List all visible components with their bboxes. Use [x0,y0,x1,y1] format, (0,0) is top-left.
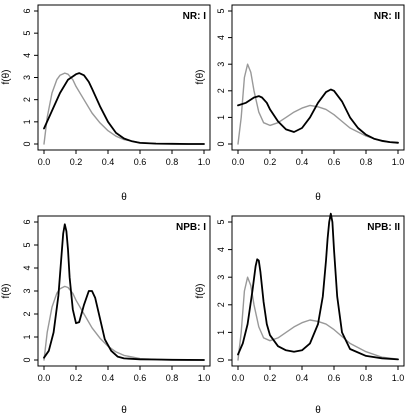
axis-ticks: 0.0 0.2 0.4 0.6 0.8 1.0 0 1 2 3 4 5 6 [22,8,210,167]
x-tick-label: 0.6 [328,157,341,167]
series-line-black [237,88,399,144]
series-layer [43,72,205,145]
chart-panel-npb-ii: NPB: II 0.0 0.2 0.4 0.6 0.8 1.0 0 1 2 3 4 5 θ f(θ) [195,212,405,416]
y-tick-label: 6 [22,219,32,224]
axis-ticks: 0.0 0.2 0.4 0.6 0.8 1.0 0 1 2 3 4 5 [216,8,404,167]
series-line-black [237,212,399,361]
y-tick-label: 5 [216,8,226,13]
y-tick-label: 4 [22,265,32,270]
y-axis-label: f(θ) [1,70,12,85]
plot-frame [231,215,405,367]
x-tick-label: 1.0 [392,373,405,383]
y-axis-label: f(θ) [195,284,206,299]
y-tick-label: 5 [22,242,32,247]
x-tick-label: 0.4 [102,157,115,167]
y-tick-label: 0 [216,141,226,146]
y-tick-label: 0 [22,141,32,146]
x-axis-label: θ [315,405,321,416]
y-tick-label: 6 [22,8,32,13]
y-tick-label: 2 [216,88,226,93]
y-tick-label: 4 [216,35,226,40]
y-tick-label: 1 [216,330,226,335]
x-tick-label: 0.8 [360,373,373,383]
panel-title: NPB: II [367,222,400,233]
chart-panel-npb-i: NPB: I 0.0 0.2 0.4 0.6 0.8 1.0 0 1 2 3 4 5 6 θ f(θ) [1,215,211,416]
y-tick-label: 1 [22,119,32,124]
x-tick-label: 0.6 [134,373,147,383]
y-tick-label: 3 [22,75,32,80]
x-tick-label: 1.0 [392,157,405,167]
y-tick-label: 1 [22,334,32,339]
series-line-gray [43,72,205,145]
axis-ticks: 0.0 0.2 0.4 0.6 0.8 1.0 0 1 2 3 4 5 [216,219,404,383]
series-line-gray [43,285,205,361]
x-tick-label: 0.2 [70,157,83,167]
chart-panel-nr-ii: NR: II 0.0 0.2 0.4 0.6 0.8 1.0 0 1 2 3 4 5 θ f(θ) [195,4,405,203]
y-tick-label: 5 [216,219,226,224]
x-tick-label: 0.8 [166,157,179,167]
axis-ticks: 0.0 0.2 0.4 0.6 0.8 1.0 0 1 2 3 4 5 6 [22,219,210,383]
y-tick-label: 2 [22,97,32,102]
x-tick-label: 0.4 [296,373,309,383]
x-axis-label: θ [121,405,127,416]
y-tick-label: 2 [22,311,32,316]
x-tick-label: 1.0 [198,157,211,167]
x-tick-label: 0.4 [102,373,115,383]
y-tick-label: 3 [216,275,226,280]
series-line-gray [237,63,399,145]
y-tick-label: 3 [22,288,32,293]
x-tick-label: 0.0 [38,157,51,167]
panel-title: NR: I [183,11,207,22]
x-tick-label: 0.8 [360,157,373,167]
plot-frame [37,4,211,151]
x-tick-label: 0.6 [328,373,341,383]
y-tick-label: 5 [22,31,32,36]
x-axis-label: θ [121,192,127,203]
y-tick-label: 0 [22,357,32,362]
x-tick-label: 0.0 [232,373,245,383]
x-tick-label: 1.0 [198,373,211,383]
y-tick-label: 4 [22,53,32,58]
x-tick-label: 0.8 [166,373,179,383]
y-axis-label: f(θ) [195,70,206,85]
x-tick-label: 0.4 [296,157,309,167]
series-line-black [43,223,205,361]
y-tick-label: 4 [216,247,226,252]
y-tick-label: 2 [216,302,226,307]
panel-title: NR: II [374,11,400,22]
series-line-black [43,72,205,145]
series-layer [237,63,399,145]
x-tick-label: 0.2 [264,157,277,167]
y-tick-label: 1 [216,115,226,120]
series-layer [43,223,205,361]
x-axis-label: θ [315,192,321,203]
x-tick-label: 0.6 [134,157,147,167]
y-axis-label: f(θ) [1,284,12,299]
y-tick-label: 3 [216,62,226,67]
x-tick-label: 0.2 [70,373,83,383]
x-tick-label: 0.0 [232,157,245,167]
x-tick-label: 0.0 [38,373,51,383]
chart-panel-nr-i: NR: I 0.0 0.2 0.4 0.6 0.8 1.0 0 1 2 3 4 5 6 θ f(θ) [1,4,211,203]
plot-frame [231,4,405,151]
panel-title: NPB: I [176,222,206,233]
y-tick-label: 0 [216,357,226,362]
plot-frame [37,215,211,367]
x-tick-label: 0.2 [264,373,277,383]
series-layer [237,212,399,361]
